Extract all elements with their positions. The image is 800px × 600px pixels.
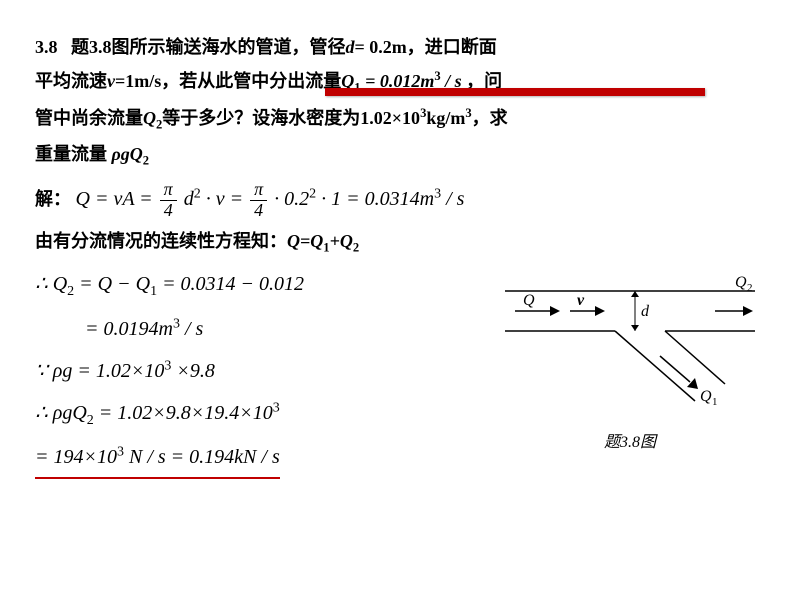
label-Q2-sub: 2 xyxy=(747,282,753,294)
label-Q1-sub: 1 xyxy=(712,396,718,408)
eq-Q-total: Q = vA = π4 d2 · v = π4 · 0.22 · 1 = 0.0… xyxy=(76,188,465,210)
solution-label: 解： xyxy=(35,189,71,209)
continuity-line: 由有分流情况的连续性方程知：Q=Q1+Q2 xyxy=(35,224,765,261)
eq-rhog: ∵ ρg = 1.02×103 ×9.8 xyxy=(35,352,475,390)
problem-number: 3.8 xyxy=(35,37,58,57)
eq-Q2-line2: = 0.0194m3 / s xyxy=(85,310,475,348)
label-d: d xyxy=(641,303,650,320)
eq-Q2-line1: ∴ Q2 = Q − Q1 = 0.0314 − 0.012 xyxy=(35,265,475,306)
eq-rhogQ2: ∴ ρgQ2 = 1.02×9.8×19.4×103 xyxy=(35,394,475,435)
label-v: v xyxy=(577,292,585,309)
pipe-diagram: Q v d Q 2 Q 1 xyxy=(495,271,765,411)
label-Q: Q xyxy=(523,292,535,309)
equations-column: ∴ Q2 = Q − Q1 = 0.0314 − 0.012 = 0.0194m… xyxy=(35,261,475,483)
solution-block: 解： Q = vA = π4 d2 · v = π4 · 0.22 · 1 = … xyxy=(35,180,765,221)
label-Q2: Q xyxy=(735,274,747,291)
eq-final: = 194×103 N / s = 0.194kN / s xyxy=(35,438,475,479)
figure-caption: 题3.8图 xyxy=(495,428,765,458)
figure-3-8: Q v d Q 2 Q 1 题3.8图 xyxy=(495,271,765,459)
problem-statement: 3.8 题3.8图所示输送海水的管道，管径d= 0.2m，进口断面 平均流速v=… xyxy=(35,30,765,174)
highlight-bar-1 xyxy=(325,88,705,96)
label-Q1: Q xyxy=(700,388,712,405)
